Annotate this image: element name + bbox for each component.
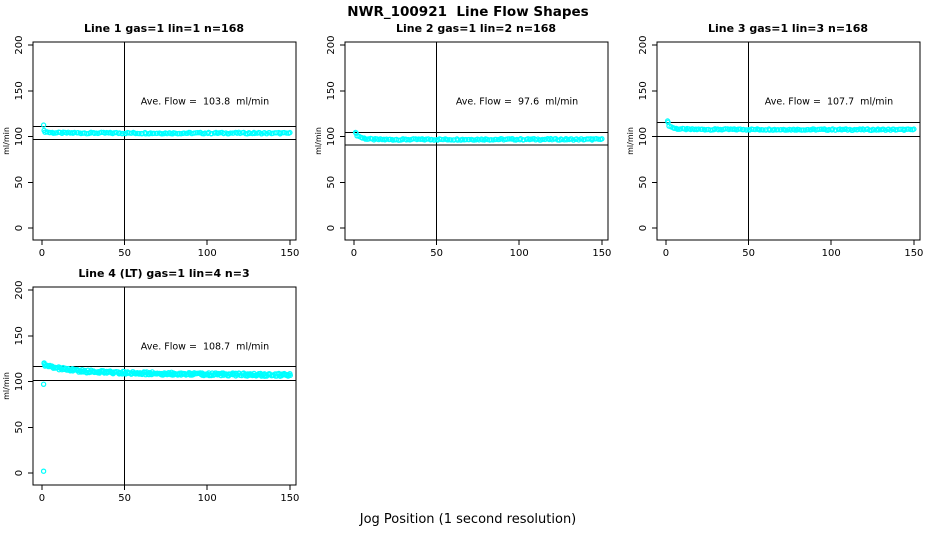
svg-text:100: 100 (638, 127, 649, 146)
axes: 0 50 100 150 0 50 100 150 200 ml/min (626, 35, 923, 259)
svg-text:150: 150 (904, 248, 923, 259)
svg-text:100: 100 (510, 248, 529, 259)
svg-text:200: 200 (14, 35, 25, 54)
plot-canvas-line-4: 0 50 100 150 0 50 100 150 200 ml/min (2, 280, 299, 504)
subplot-line-3: 0 50 100 150 0 50 100 150 200 ml/min Line 3 gas=1… (624, 20, 936, 265)
plot-canvas-line-1: 0 50 100 150 0 50 100 150 200 ml/min (2, 35, 299, 259)
svg-text:100: 100 (14, 127, 25, 146)
svg-text:150: 150 (280, 248, 299, 259)
svg-text:150: 150 (14, 81, 25, 100)
subplot-title: Line 1 gas=1 lin=1 n=168 (83, 22, 245, 35)
y-axis-unit-label: ml/min (2, 127, 11, 155)
ave-flow-annotation: Ave. Flow = 108.7 ml/min (140, 341, 270, 353)
data-points (40, 122, 293, 137)
ave-flow-annotation: Ave. Flow = 107.7 ml/min (764, 96, 894, 108)
subplot-title: Line 2 gas=1 lin=2 n=168 (395, 22, 557, 35)
axes: 0 50 100 150 0 50 100 150 200 ml/min (314, 35, 611, 259)
svg-text:0: 0 (39, 493, 45, 504)
svg-text:200: 200 (14, 280, 25, 299)
svg-text:50: 50 (326, 176, 337, 189)
reference-lines (33, 42, 296, 240)
svg-text:150: 150 (592, 248, 611, 259)
svg-text:0: 0 (638, 225, 649, 231)
svg-text:0: 0 (351, 248, 357, 259)
reference-lines (33, 287, 296, 485)
svg-text:50: 50 (638, 176, 649, 189)
plot-canvas-line-2: 0 50 100 150 0 50 100 150 200 ml/min (314, 35, 611, 259)
ave-flow-annotation: Ave. Flow = 97.6 ml/min (455, 96, 579, 108)
svg-text:50: 50 (14, 176, 25, 189)
svg-text:200: 200 (326, 35, 337, 54)
subplot-line-2: 0 50 100 150 0 50 100 150 200 ml/min Line 2 gas=1… (312, 20, 624, 265)
data-points (40, 360, 293, 474)
svg-text:50: 50 (118, 248, 131, 259)
subplot-title: Line 3 gas=1 lin=3 n=168 (707, 22, 869, 35)
y-axis-unit-label: ml/min (314, 127, 323, 155)
axes: 0 50 100 150 0 50 100 150 200 ml/min (2, 35, 299, 259)
svg-text:150: 150 (280, 493, 299, 504)
svg-text:0: 0 (326, 225, 337, 231)
data-points (664, 118, 917, 134)
reference-lines (657, 42, 920, 240)
axes: 0 50 100 150 0 50 100 150 200 ml/min (2, 280, 299, 504)
svg-text:100: 100 (198, 493, 217, 504)
subplot-line-1: 0 50 100 150 0 50 100 150 200 ml/min Line 1 gas=1… (0, 20, 312, 265)
svg-text:0: 0 (14, 225, 25, 231)
svg-text:100: 100 (198, 248, 217, 259)
svg-text:200: 200 (638, 35, 649, 54)
svg-text:50: 50 (742, 248, 755, 259)
svg-text:50: 50 (118, 493, 131, 504)
subplot-line-4: 0 50 100 150 0 50 100 150 200 ml/min Line 4 (LT) … (0, 265, 312, 510)
subplot-title: Line 4 (LT) gas=1 lin=4 n=3 (78, 267, 250, 280)
svg-text:0: 0 (39, 248, 45, 259)
x-axis-label: Jog Position (1 second resolution) (359, 512, 577, 527)
y-axis-unit-label: ml/min (2, 372, 11, 400)
figure-title: NWR_100921 Line Flow Shapes (347, 4, 589, 20)
svg-text:150: 150 (326, 81, 337, 100)
data-points (352, 129, 605, 143)
svg-text:100: 100 (14, 372, 25, 391)
svg-text:50: 50 (14, 421, 25, 434)
ave-flow-annotation: Ave. Flow = 103.8 ml/min (140, 96, 270, 108)
plot-canvas-line-3: 0 50 100 150 0 50 100 150 200 ml/min (626, 35, 923, 259)
svg-text:0: 0 (663, 248, 669, 259)
svg-text:50: 50 (430, 248, 443, 259)
y-axis-unit-label: ml/min (626, 127, 635, 155)
svg-text:150: 150 (638, 81, 649, 100)
svg-text:150: 150 (14, 326, 25, 345)
svg-text:0: 0 (14, 470, 25, 476)
svg-text:100: 100 (326, 127, 337, 146)
svg-text:100: 100 (822, 248, 841, 259)
